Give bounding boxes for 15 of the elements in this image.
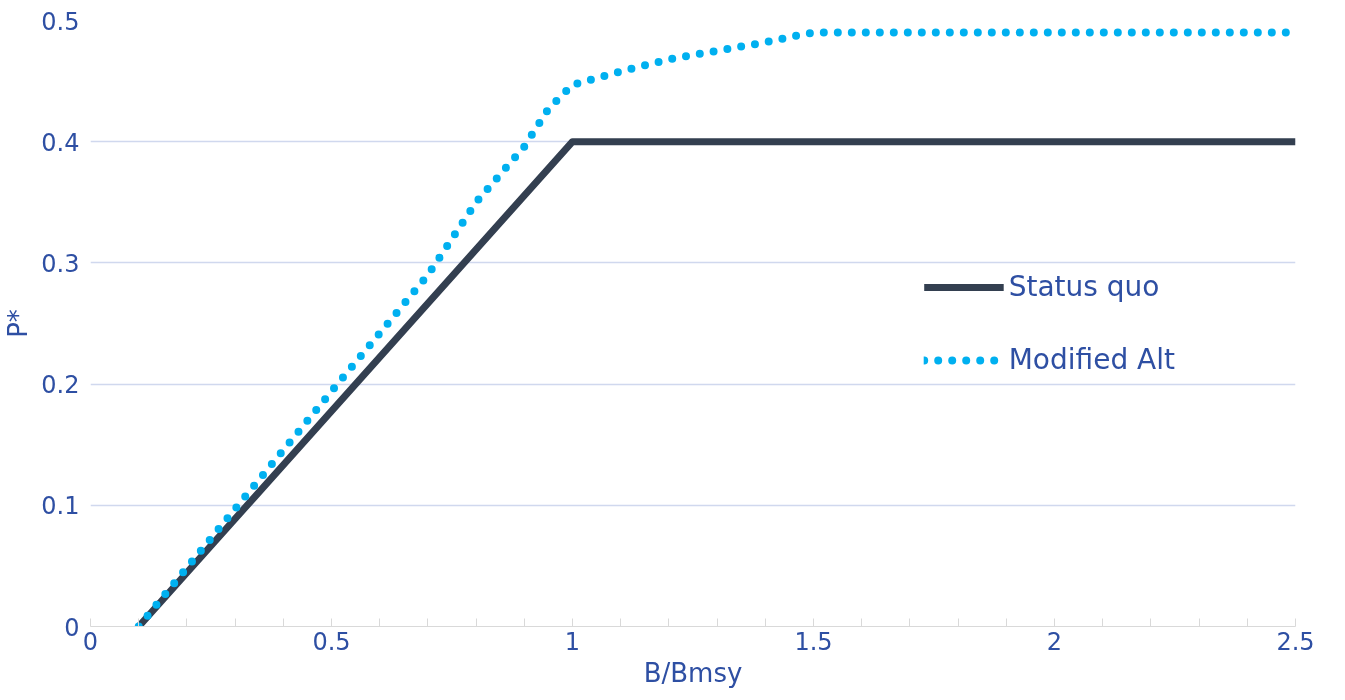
y-tick-label: 0.3	[41, 249, 80, 278]
y-tick-label: 0.2	[41, 371, 80, 400]
y-axis-title: P*	[3, 309, 34, 338]
x-tick-label: 0	[82, 627, 99, 656]
x-tick-label: 1	[564, 627, 581, 656]
x-tick-label: 0.5	[312, 627, 351, 656]
x-tick-label: 2.5	[1276, 627, 1315, 656]
x-axis-title: B/Bmsy	[643, 657, 743, 688]
x-tick-label: 2	[1046, 627, 1063, 656]
legend-label: Status quo	[1008, 270, 1160, 303]
x-tick-label: 1.5	[794, 627, 833, 656]
legend-label: Modified Alt	[1008, 343, 1175, 376]
y-tick-label: 0.4	[41, 128, 80, 157]
y-tick-label: 0.5	[41, 7, 80, 36]
y-tick-label: 0.1	[41, 492, 80, 521]
